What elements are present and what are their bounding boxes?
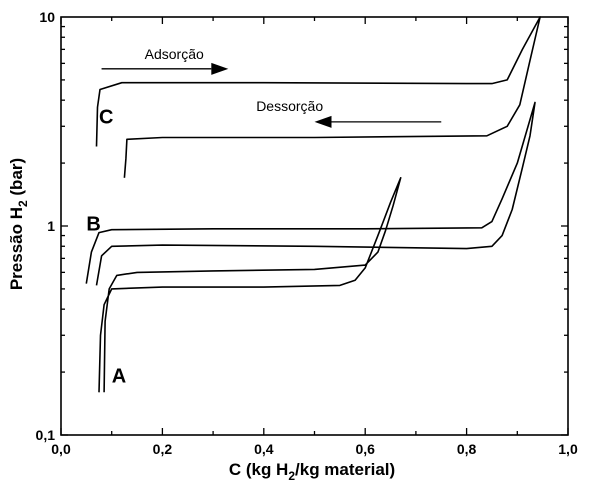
curve-label-b: B bbox=[86, 214, 100, 236]
series-line-b bbox=[85, 101, 536, 286]
y-axis: 0,1 1 10 bbox=[36, 9, 568, 443]
plot-frame bbox=[60, 16, 569, 436]
annotations: Adsorção Dessorção bbox=[101, 46, 442, 128]
series-group bbox=[85, 16, 541, 393]
curve-label-c: C bbox=[99, 106, 113, 128]
x-axis-title: C (kg H2/kg material) bbox=[229, 460, 395, 483]
x-tick-label: 0,2 bbox=[153, 441, 173, 457]
x-tick-label: 0,6 bbox=[355, 441, 375, 457]
annotation-text: Dessorção bbox=[256, 98, 323, 114]
y-tick-label: 10 bbox=[39, 9, 55, 25]
series-line-c bbox=[95, 16, 541, 178]
x-axis: 0,0 0,2 0,4 0,6 0,8 1,0 bbox=[51, 17, 578, 457]
annotation-arrow-head bbox=[211, 62, 229, 75]
y-tick-label: 1 bbox=[47, 218, 55, 234]
annotation-text: Adsorção bbox=[145, 46, 204, 62]
series-line-a bbox=[98, 177, 402, 393]
plot-border bbox=[60, 16, 569, 436]
annotation-arrow-head bbox=[314, 115, 332, 128]
x-tick-label: 0,0 bbox=[51, 441, 71, 457]
curve-label-a: A bbox=[112, 366, 126, 388]
x-tick-label: 0,8 bbox=[457, 441, 477, 457]
y-axis-title: Pressão H2 (bar) bbox=[7, 158, 30, 290]
y-tick-label: 0,1 bbox=[36, 427, 56, 443]
x-tick-label: 0,4 bbox=[254, 441, 274, 457]
x-tick-label: 1,0 bbox=[558, 441, 578, 457]
curve-labels: A B C bbox=[86, 106, 126, 387]
